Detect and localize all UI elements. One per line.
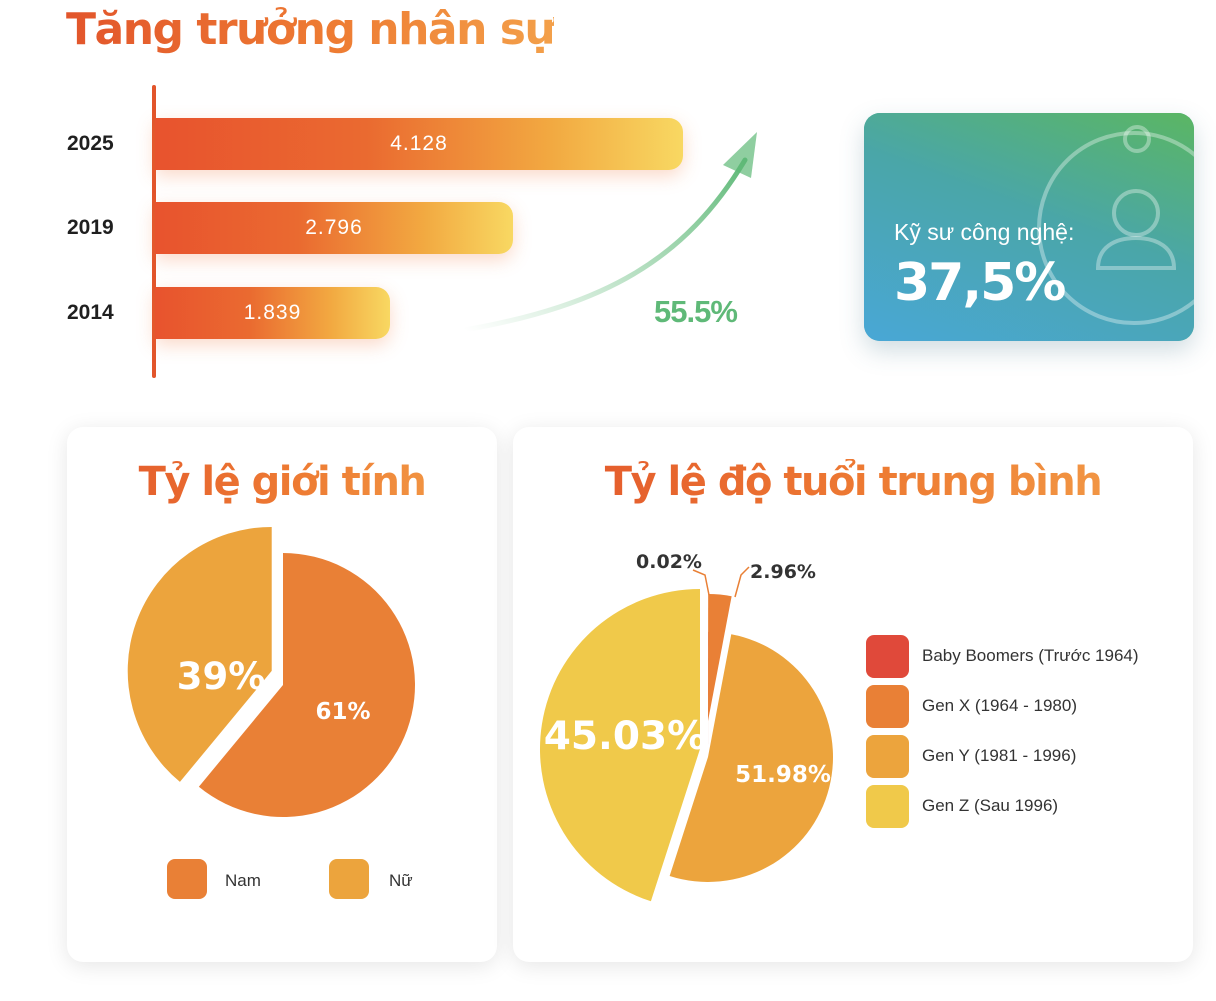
legend-swatch-baby-boomers	[866, 635, 909, 678]
legend-swatch-gen-z	[866, 785, 909, 828]
pie-value-label: 61%	[315, 699, 370, 725]
legend-label-nam: Nam	[225, 871, 261, 890]
legend-swatch-nam	[167, 859, 207, 899]
bar-year-label: 2014	[67, 301, 114, 324]
pie-value-label: 51.98%	[735, 762, 831, 788]
age-title: Tỷ lệ độ tuổi trung bình	[513, 459, 1193, 505]
leader-line	[692, 569, 710, 596]
legend-swatch-gen-y	[866, 735, 909, 778]
engineer-value: 37,5%	[894, 253, 1066, 313]
gender-pie-chart: 61% 39%	[127, 526, 415, 817]
legend-label-gen-z: Gen Z (Sau 1996)	[922, 796, 1059, 815]
bar-2014: 1.839	[155, 287, 390, 339]
bar-2019: 2.796	[155, 202, 513, 254]
bar-value-label: 2.796	[305, 216, 363, 239]
gender-panel: Tỷ lệ giới tính 61% 39% Nam Nữ	[67, 427, 497, 962]
page-title: Tăng trưởng nhân sự	[66, 2, 556, 58]
legend-label-gen-y: Gen Y (1981 - 1996)	[922, 746, 1077, 765]
legend-swatch-nu	[329, 859, 369, 899]
person-icon	[1037, 125, 1194, 325]
bar-chart-axis	[152, 85, 156, 378]
pie-value-label: 45.03%	[544, 714, 706, 759]
pie-slice-nu	[127, 526, 272, 782]
pie-slice-gen-y	[669, 634, 834, 883]
engineer-label: Kỹ sư công nghệ:	[894, 219, 1075, 245]
age-pie-chart: 0.02% 2.96% 51.98% 45.03%	[539, 551, 834, 902]
bar-2025: 4.128	[155, 118, 683, 170]
legend-swatch-gen-x	[866, 685, 909, 728]
engineer-card: Kỹ sư công nghệ: 37,5%	[864, 113, 1194, 341]
legend-label-gen-x: Gen X (1964 - 1980)	[922, 696, 1077, 715]
growth-arrow-icon	[462, 132, 757, 333]
pie-value-label: 0.02%	[636, 551, 702, 573]
pie-slice-nam	[198, 553, 415, 817]
gender-title: Tỷ lệ giới tính	[67, 459, 497, 505]
bar-value-label: 4.128	[390, 132, 448, 155]
bar-value-label: 1.839	[243, 301, 302, 324]
legend-label-baby-boomers: Baby Boomers (Trước 1964)	[922, 646, 1139, 665]
legend-label-nu: Nữ	[389, 871, 413, 890]
bar-year-label: 2025	[67, 132, 114, 155]
leader-line	[734, 566, 750, 598]
pie-slice-gen-z	[539, 589, 700, 902]
pie-value-label: 2.96%	[750, 561, 816, 583]
pie-value-label: 39%	[177, 655, 266, 698]
bar-year-label: 2019	[67, 216, 114, 239]
age-panel: Tỷ lệ độ tuổi trung bình 0.02% 2.96% 51.98…	[513, 427, 1193, 962]
pie-slice-gen-x	[708, 594, 732, 721]
growth-percent: 55.5%	[654, 294, 738, 329]
